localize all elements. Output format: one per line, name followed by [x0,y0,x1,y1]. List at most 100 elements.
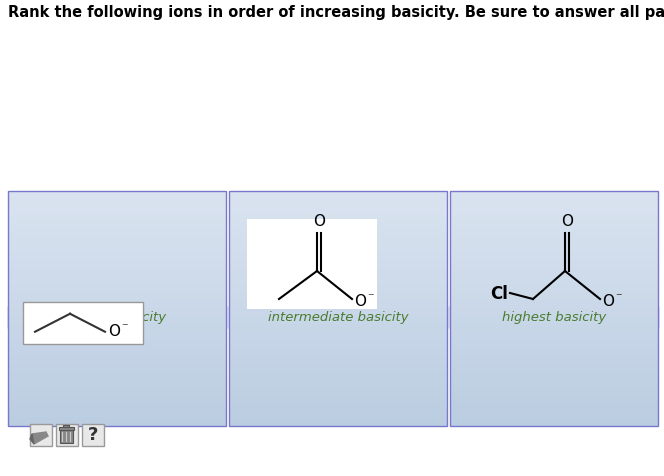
Bar [450,339,658,348]
Bar [450,237,658,241]
Bar [8,233,226,237]
Text: intermediate basicity: intermediate basicity [268,311,408,324]
Bar [8,259,226,264]
Bar [450,290,658,295]
Bar [229,254,447,262]
Text: lowest basicity: lowest basicity [68,311,166,324]
Bar [8,191,226,199]
Bar [229,248,447,252]
Bar [229,256,447,260]
Bar [450,306,658,310]
Bar [229,300,447,309]
Bar [229,210,447,214]
Bar [450,293,658,301]
Bar [229,379,447,387]
Bar [8,271,226,276]
Bar [450,418,658,426]
Bar [82,424,104,446]
Bar [63,425,69,427]
Bar [450,309,658,314]
Bar [8,256,226,260]
Bar [450,267,658,272]
Bar [229,306,447,310]
Bar [229,290,447,295]
Bar [8,347,226,356]
Text: Rank the following ions in order of increasing basicity. Be sure to answer all p: Rank the following ions in order of incr… [8,5,664,20]
Bar [450,233,658,237]
Bar [229,317,447,321]
Bar [8,215,226,223]
Bar [229,214,447,218]
Bar [229,324,447,332]
Bar [450,240,658,245]
Bar [8,285,226,293]
Bar [8,254,226,262]
Bar [23,302,143,344]
Bar [229,275,447,279]
Text: O: O [313,214,325,228]
Bar [450,259,658,264]
Bar [450,332,658,340]
Bar [8,269,226,278]
Bar [450,199,658,207]
Bar [229,302,447,306]
Bar [229,313,447,317]
Bar [229,293,447,301]
Bar [8,371,226,379]
Bar [229,332,447,340]
Bar [229,233,447,237]
Bar [229,199,447,207]
Bar [8,355,226,364]
Bar [8,275,226,279]
Bar [450,347,658,356]
Text: O: O [561,214,573,228]
Bar [8,410,226,418]
Bar [8,308,226,317]
Bar [229,394,447,403]
Bar [8,313,226,317]
Bar [450,210,658,214]
Bar [8,218,226,222]
Bar [229,285,447,293]
Bar [8,394,226,403]
Bar [229,192,447,426]
Bar [59,427,74,430]
Text: highest basicity: highest basicity [502,311,606,324]
Bar [8,248,226,252]
Bar [229,252,447,256]
Bar [450,308,658,317]
Bar [8,277,226,286]
Bar [229,225,447,229]
Bar [229,229,447,233]
Bar [229,283,447,287]
Text: O: O [108,324,120,338]
Bar [8,246,226,254]
Bar [8,252,226,256]
Bar [450,221,658,226]
Bar [8,306,226,310]
Text: O: O [354,294,366,309]
Bar [229,238,447,246]
Bar [8,225,226,229]
Bar [8,244,226,248]
Bar [8,363,226,371]
Bar [229,244,447,248]
Bar [8,298,226,302]
Bar [450,287,658,291]
Bar [450,324,658,332]
Bar [8,238,226,246]
Bar [229,402,447,410]
Bar [8,222,226,231]
Bar [450,214,658,218]
Bar [8,309,226,314]
Polygon shape [32,432,48,444]
Bar [8,237,226,241]
Bar [229,207,447,215]
Bar [229,230,447,238]
Bar [450,279,658,283]
Bar [450,285,658,293]
Bar [450,379,658,387]
Bar [8,402,226,410]
Bar [450,191,658,199]
Bar [229,240,447,245]
